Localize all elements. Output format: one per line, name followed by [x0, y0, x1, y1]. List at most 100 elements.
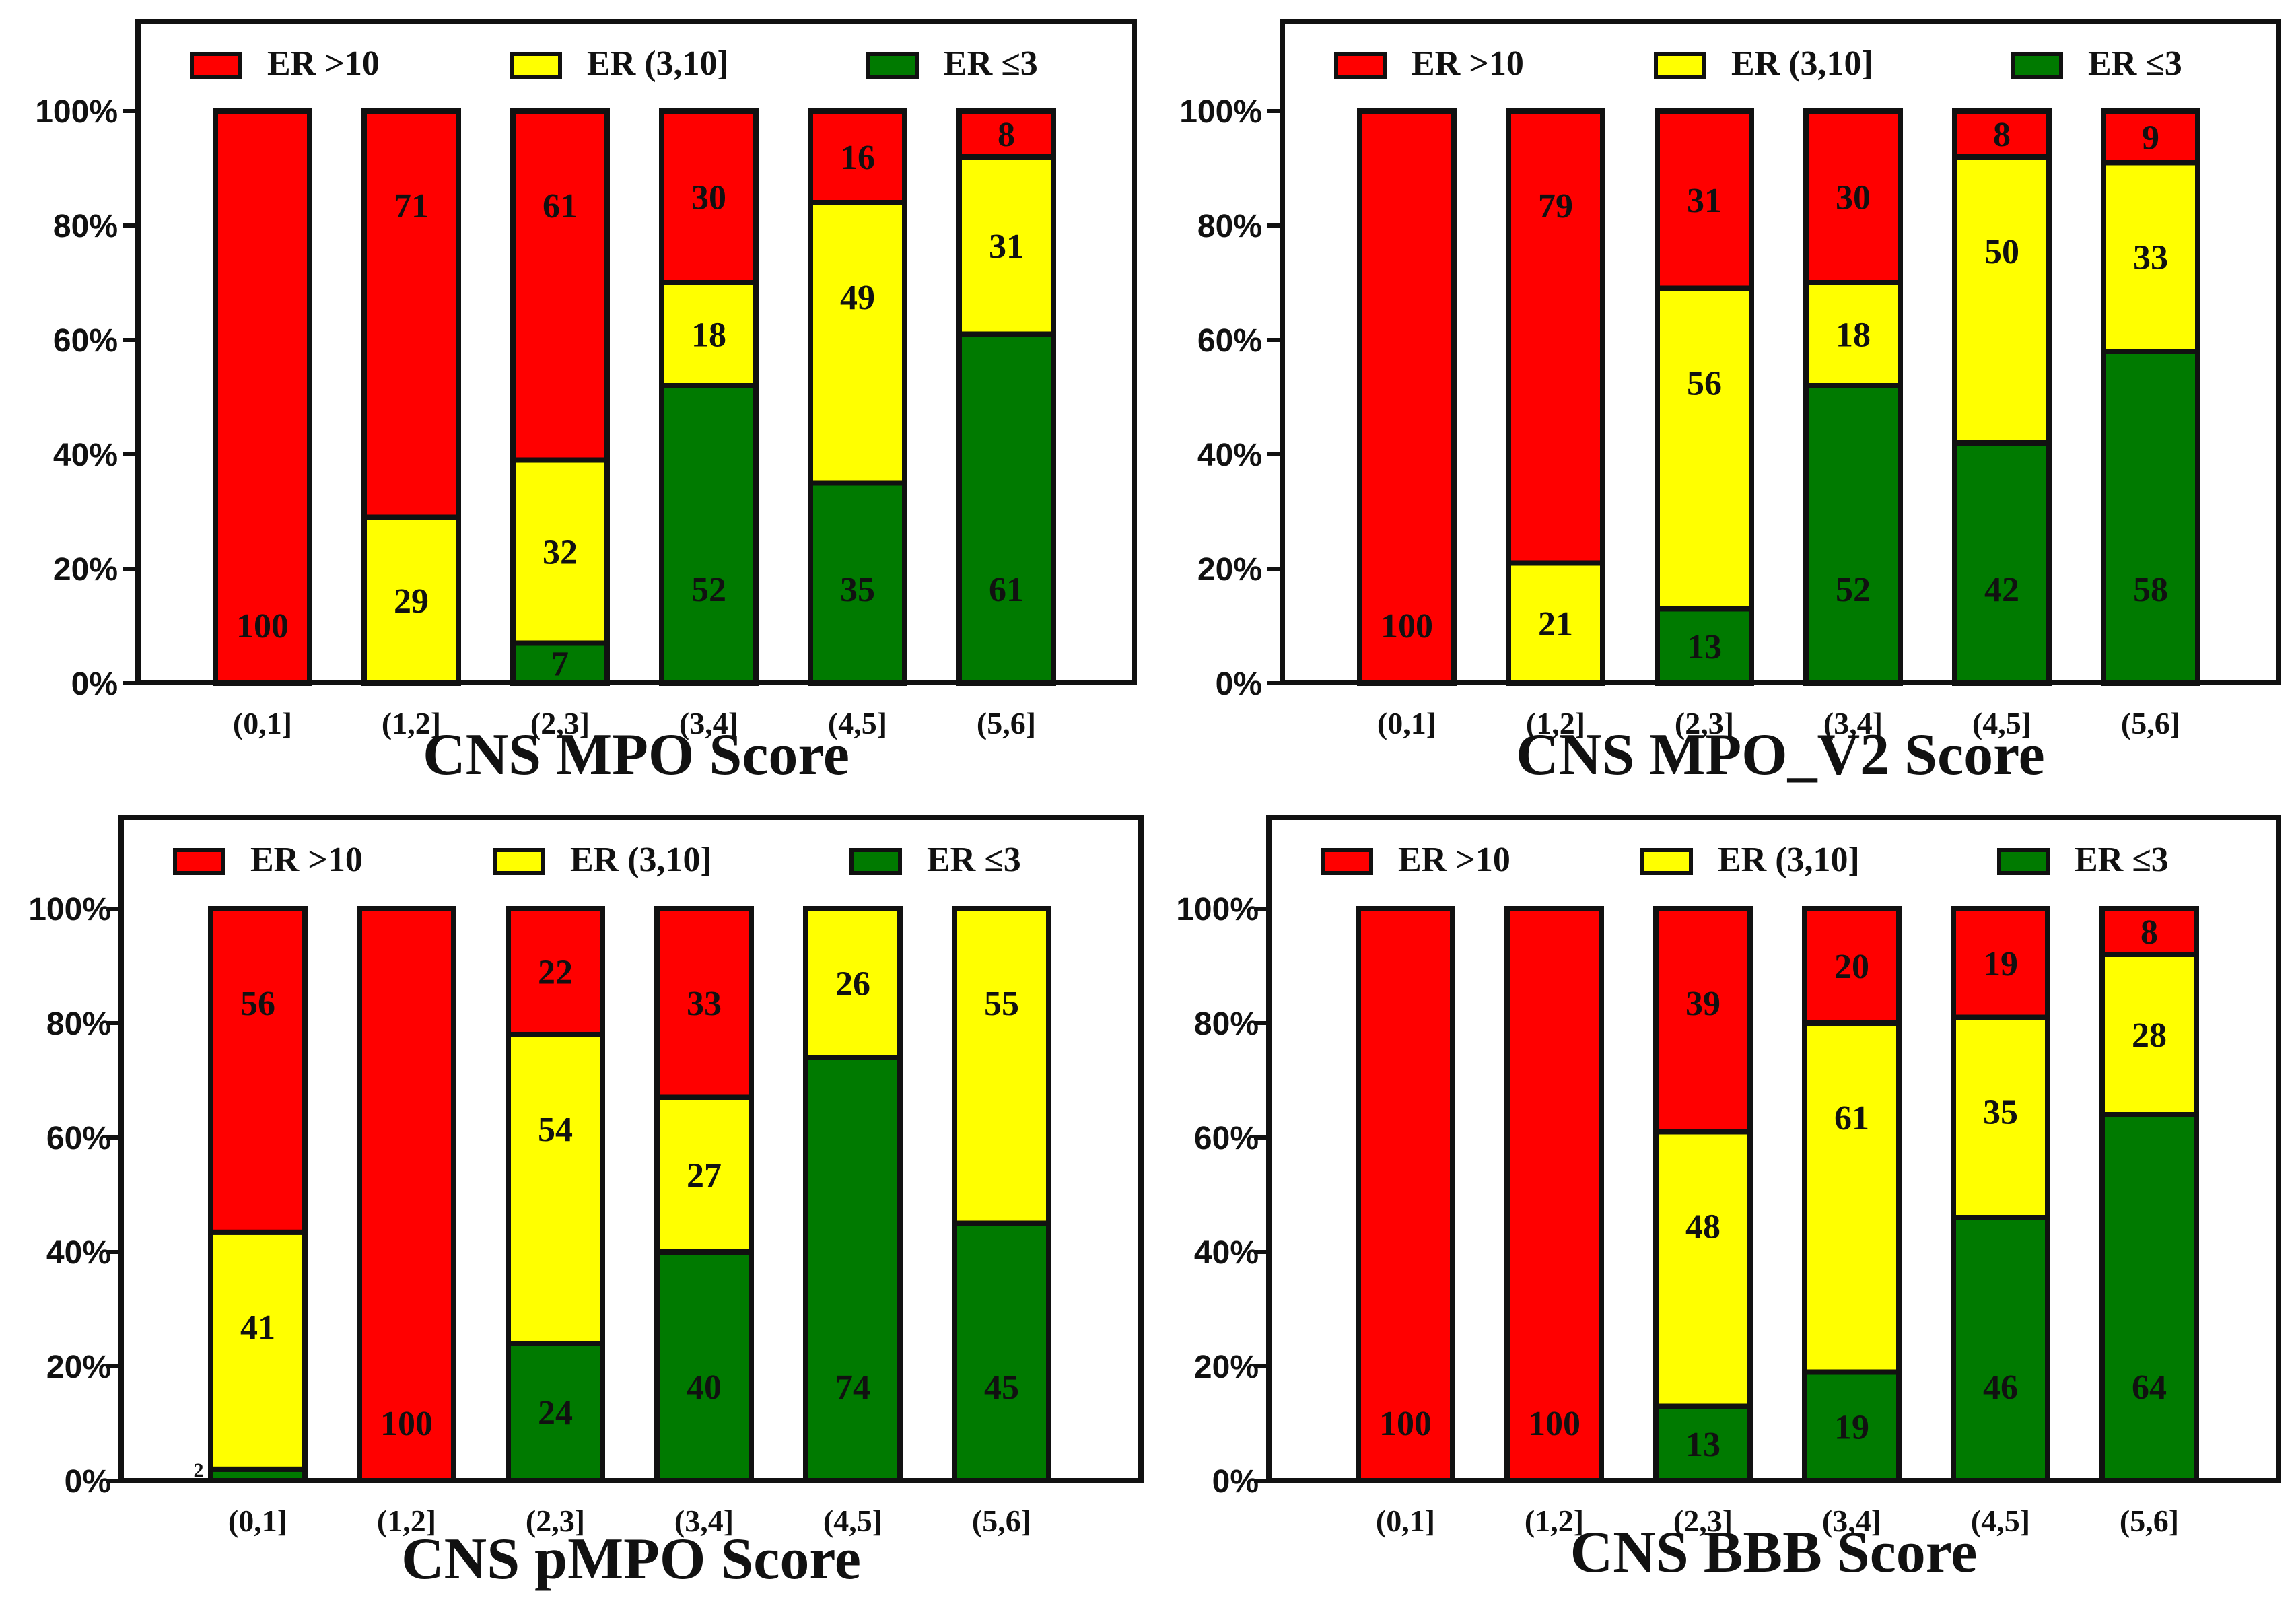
legend-label-high: ER >10 — [250, 841, 363, 879]
bar-segment-mid — [803, 906, 903, 1060]
data-label: 100 — [1528, 1405, 1580, 1443]
y-tick-label: 40% — [1197, 438, 1262, 473]
legend-label-low: ER ≤3 — [927, 841, 1021, 879]
data-label: 22 — [538, 954, 573, 992]
data-label: 13 — [1685, 1426, 1720, 1464]
legend-label-mid: ER (3,10] — [1731, 44, 1873, 83]
bar-segment-mid — [1653, 1129, 1753, 1409]
bar-segment-mid — [952, 906, 1051, 1226]
bar-segment-high — [1506, 108, 1605, 566]
panel-title: CNS BBB Score — [1570, 1520, 1978, 1585]
data-label: 61 — [543, 187, 578, 225]
bar-segment-high — [208, 906, 308, 1235]
bar-segment-low — [952, 1220, 1051, 1483]
bar-segment-high — [659, 108, 759, 285]
bar-segment-mid — [1802, 1020, 1902, 1375]
x-tick-label: (1,2] — [1525, 1504, 1584, 1538]
x-tick-label: (2,3] — [1675, 706, 1734, 740]
data-label: 40 — [687, 1368, 722, 1407]
legend-label-low: ER ≤3 — [944, 44, 1038, 83]
data-label: 56 — [240, 985, 275, 1023]
legend-swatch-mid — [510, 52, 562, 79]
x-tick-label: (5,6] — [972, 1504, 1031, 1538]
legend-label-mid: ER (3,10] — [570, 841, 712, 879]
data-label: 26 — [835, 965, 870, 1004]
bar-segment-high — [654, 906, 754, 1100]
data-label: 18 — [1836, 316, 1871, 355]
data-label: 74 — [835, 1368, 870, 1407]
x-tick-label: (0,1] — [1376, 1504, 1435, 1538]
data-label: 100 — [1379, 1405, 1432, 1443]
y-tick-label: 60% — [53, 323, 118, 359]
data-label: 13 — [1687, 628, 1722, 666]
data-label: 33 — [687, 985, 722, 1023]
legend-label-mid: ER (3,10] — [587, 44, 729, 83]
data-label: 30 — [691, 179, 726, 217]
x-tick-label: (3,4] — [674, 1504, 734, 1538]
data-label: 35 — [840, 571, 875, 609]
data-label: 16 — [840, 139, 875, 177]
bar-segment-mid — [1655, 285, 1754, 612]
x-tick-label: (1,2] — [382, 706, 441, 740]
data-label: 58 — [2133, 571, 2168, 609]
panel-title: CNS pMPO Score — [401, 1527, 861, 1592]
data-label: 42 — [1984, 571, 2019, 609]
data-label: 19 — [1834, 1408, 1869, 1446]
y-tick-label: 80% — [46, 1006, 111, 1042]
panel-title: CNS MPO Score — [423, 722, 849, 788]
x-tick-label: (4,5] — [1972, 706, 2031, 740]
bar-segment-high — [2101, 108, 2200, 166]
data-label: 48 — [1685, 1208, 1720, 1247]
x-tick-label: (2,3] — [526, 1504, 585, 1538]
y-tick-label: 0% — [1216, 666, 1262, 702]
bar-segment-low — [956, 331, 1056, 686]
data-label: 64 — [2132, 1368, 2167, 1407]
bar-segment-mid — [2099, 952, 2199, 1117]
bar-segment-low — [1655, 606, 1754, 686]
y-tick-label: 40% — [53, 438, 118, 473]
legend-label-high: ER >10 — [267, 44, 380, 83]
y-tick-label: 40% — [1194, 1235, 1259, 1271]
plot-frame — [118, 815, 1144, 1483]
x-tick-label: (4,5] — [828, 706, 887, 740]
bar-segment-mid — [654, 1094, 754, 1255]
legend-label-mid: ER (3,10] — [1718, 841, 1860, 879]
bar-segment-low — [654, 1249, 754, 1483]
bar-segment-low — [506, 1341, 605, 1483]
data-label: 39 — [1685, 985, 1720, 1023]
data-label: 19 — [1983, 945, 2018, 983]
bar-segment-high — [808, 108, 907, 205]
bar-segment-mid — [506, 1032, 605, 1346]
data-label: 7 — [551, 645, 569, 683]
legend-swatch-high — [173, 848, 225, 875]
chart-panel-1: 0% 20% 40% 60% 80% 100% 100 (0,1] 29 71 (1,2] 7 32 61… — [35, 19, 1137, 788]
data-label: 32 — [543, 534, 578, 572]
data-label: 50 — [1984, 233, 2019, 271]
bar-segment-high — [1802, 906, 1902, 1026]
legend-swatch-low — [866, 52, 919, 79]
bar-segment-low — [1952, 440, 2052, 686]
bar-segment-mid — [808, 200, 907, 486]
chart-panel-3: 0% 20% 40% 60% 80% 100% 2 41 56 (0,1] 100 (1,2] 24 54… — [28, 815, 1144, 1592]
y-tick-label: 0% — [71, 666, 118, 702]
x-tick-label: (4,5] — [823, 1504, 882, 1538]
data-label: 21 — [1538, 605, 1573, 643]
x-tick-label: (0,1] — [228, 1504, 287, 1538]
data-label: 20 — [1834, 948, 1869, 986]
bar-segment-mid — [1951, 1014, 2050, 1220]
data-label: 35 — [1983, 1094, 2018, 1132]
bar-segment-high — [1655, 108, 1754, 291]
y-tick-label: 100% — [28, 892, 111, 928]
data-label: 31 — [989, 228, 1024, 266]
legend: ER >10 ER (3,10] ER ≤3 — [173, 841, 1021, 879]
legend-swatch-low — [2011, 52, 2063, 79]
x-tick-label: (5,6] — [977, 706, 1036, 740]
data-label: 18 — [691, 316, 726, 355]
y-tick-label: 100% — [35, 94, 118, 130]
bar-segment-low — [1951, 1215, 2050, 1483]
data-label: 30 — [1836, 179, 1871, 217]
data-label: 100 — [1381, 607, 1433, 645]
y-tick-label: 60% — [1194, 1121, 1259, 1156]
y-tick-label: 20% — [1197, 552, 1262, 588]
